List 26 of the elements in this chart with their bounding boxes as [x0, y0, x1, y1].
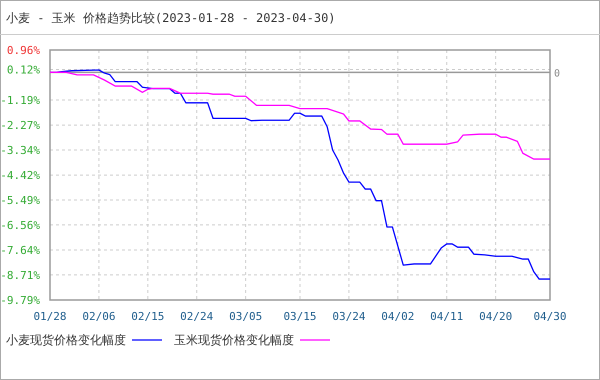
- y-tick-label: -2.27%: [0, 119, 40, 132]
- y-tick-label: -6.56%: [0, 218, 40, 232]
- y-tick-label: 0.12%: [6, 64, 40, 77]
- y-tick-label: -4.42%: [0, 169, 40, 182]
- x-tick-label: 03/24: [332, 310, 366, 323]
- x-tick-label: 02/24: [180, 310, 214, 323]
- y-tick-label: -8.71%: [0, 268, 40, 282]
- y-tick-label: -3.34%: [0, 144, 40, 157]
- chart-title: 小麦 - 玉米 价格趋势比较(2023-01-28 - 2023-04-30): [6, 11, 336, 25]
- y-tick-label: -7.64%: [0, 244, 40, 257]
- y-tick-label: -9.79%: [0, 294, 40, 307]
- ref-line-label: 0: [554, 68, 560, 80]
- x-tick-label: 01/28: [33, 310, 67, 323]
- x-tick-label: 03/15: [283, 310, 317, 323]
- x-tick-label: 04/11: [430, 310, 464, 323]
- legend-label: 小麦现货价格变化幅度: [6, 333, 126, 347]
- y-tick-label: -5.49%: [0, 194, 40, 207]
- x-tick-label: 04/20: [479, 310, 512, 323]
- x-tick-label: 04/30: [533, 310, 567, 323]
- x-tick-label: 03/05: [229, 310, 262, 323]
- legend-label: 玉米现货价格变化幅度: [174, 333, 294, 347]
- y-tick-label: -1.19%: [0, 94, 40, 107]
- x-tick-label: 02/06: [82, 310, 116, 323]
- x-tick-label: 04/02: [381, 310, 414, 323]
- y-tick-label: 0.96%: [6, 44, 40, 57]
- x-tick-label: 02/15: [131, 310, 164, 323]
